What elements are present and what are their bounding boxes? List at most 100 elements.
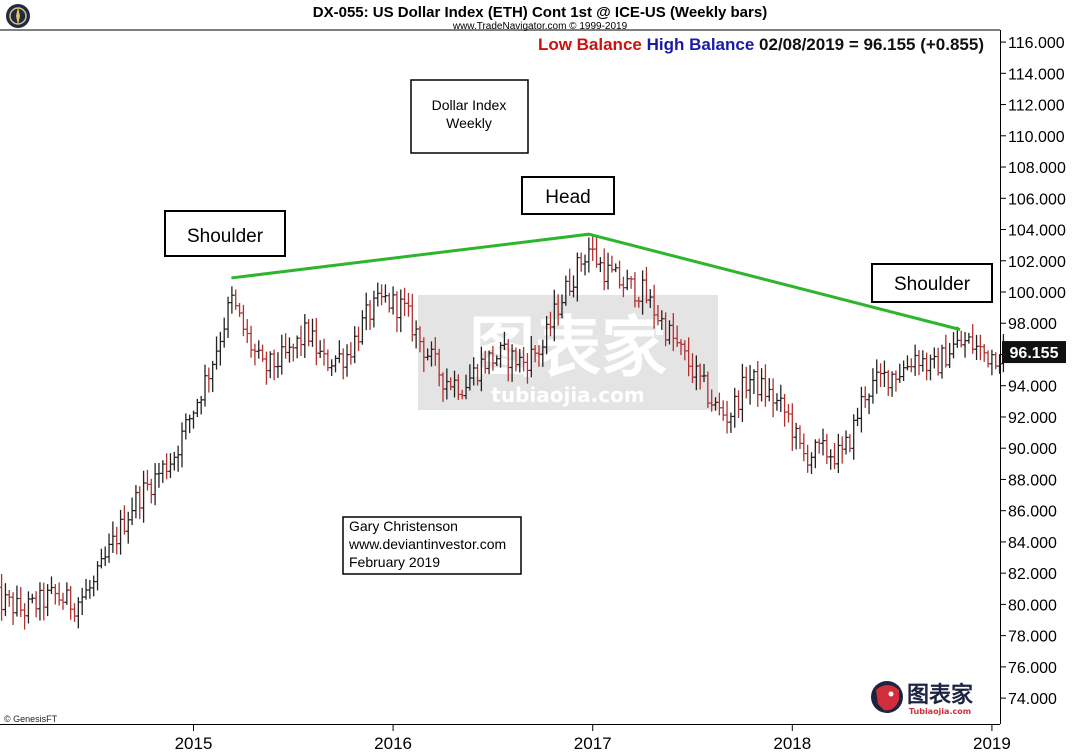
legend-high-balance: High Balance (647, 35, 755, 54)
price-bar (993, 352, 998, 370)
price-bar (705, 371, 710, 408)
price-bar (387, 292, 392, 313)
info-box: Dollar Index Weekly (410, 79, 529, 154)
y-tick-label: 104.000 (1008, 223, 1066, 240)
price-bar (456, 374, 461, 401)
price-bar (402, 287, 407, 317)
price-bar (252, 343, 257, 366)
price-bar (122, 505, 127, 535)
price-bar (567, 268, 572, 296)
price-bar (95, 561, 100, 591)
price-bar (736, 390, 741, 418)
price-bar (429, 341, 434, 367)
price-bar (940, 344, 944, 379)
author-box: Gary Christenson www.deviantinvestor.com… (342, 516, 522, 575)
price-bar (414, 320, 419, 349)
price-bar (678, 339, 683, 355)
price-bar (11, 592, 16, 626)
price-bar (675, 325, 680, 347)
price-bar (821, 428, 826, 456)
price-bar (932, 347, 937, 369)
watermark-cn: 图表家 (469, 309, 667, 386)
legend-line: Low Balance High Balance 02/08/2019 = 96… (538, 35, 984, 54)
price-bar (778, 384, 783, 412)
price-bar (391, 286, 396, 315)
price-bar (959, 330, 964, 348)
y-tick-label: 98.000 (1008, 316, 1057, 333)
legend-low-balance: Low Balance (538, 35, 642, 54)
price-bar (345, 344, 350, 377)
price-bar (60, 592, 65, 610)
price-bar (863, 386, 868, 409)
legend-quote: 02/08/2019 = 96.155 (+0.855) (759, 35, 984, 54)
price-bar (306, 319, 311, 347)
last-price-tag: 96.155 (1002, 341, 1066, 364)
x-axis-ticks: 2015 2016 2017 2018 2019 (175, 724, 1011, 753)
price-bar (34, 591, 39, 618)
price-bar (559, 294, 564, 319)
price-bar (913, 344, 918, 376)
price-bar (659, 310, 664, 330)
info-box-line1: Dollar Index (432, 97, 507, 113)
x-tick-label: 2019 (973, 734, 1011, 753)
y-tick-label: 110.000 (1008, 129, 1065, 146)
price-bar (356, 326, 361, 352)
price-bar (824, 433, 829, 465)
price-bar (786, 403, 791, 423)
price-bar (448, 377, 453, 391)
annotation-head: Head (521, 176, 615, 215)
price-bar (218, 331, 223, 366)
price-bar (970, 324, 975, 354)
price-bar (87, 579, 92, 599)
price-bar (851, 414, 856, 460)
price-bar (506, 338, 511, 382)
y-tick-label: 116.000 (1008, 35, 1065, 52)
price-bar (893, 370, 898, 392)
price-bar (583, 254, 588, 276)
price-bar (882, 360, 887, 388)
price-bar (133, 485, 138, 519)
y-axis-ticks: 74.000 76.000 78.000 80.000 82.000 84.000 86.0… (1000, 35, 1066, 708)
price-bar (763, 364, 768, 407)
price-bar (444, 368, 449, 400)
price-bar (579, 252, 584, 272)
price-bar (68, 586, 73, 620)
price-bar (640, 270, 645, 315)
price-bar (790, 403, 795, 451)
price-bar (690, 353, 695, 384)
price-bar (636, 296, 641, 308)
price-bar (268, 351, 273, 379)
price-bar (748, 365, 753, 405)
brand-logo-url: Tubiaojia.com (909, 707, 971, 716)
price-bar (510, 344, 515, 382)
annotation-head-label: Head (545, 187, 590, 208)
price-bar (713, 397, 718, 411)
price-bar (648, 289, 653, 308)
price-bar (494, 355, 499, 366)
price-bar (441, 372, 445, 402)
footer-credit: © GenesisFT (4, 714, 58, 724)
y-tick-label: 84.000 (1008, 535, 1057, 552)
price-bar (702, 363, 707, 383)
price-bar (498, 342, 503, 368)
price-bar (644, 266, 649, 304)
price-bar (302, 314, 307, 358)
price-bar (732, 387, 737, 428)
price-bar (920, 350, 925, 372)
watermark-url: tubiaojia.com (491, 383, 644, 407)
price-bar (379, 284, 384, 306)
price-bar (329, 359, 334, 376)
price-bar (337, 340, 342, 364)
price-bar (30, 593, 35, 604)
price-bar (963, 331, 968, 358)
info-box-line2: Weekly (446, 115, 492, 131)
x-tick-label: 2015 (175, 734, 213, 753)
price-bar (886, 370, 891, 396)
price-bar (936, 347, 941, 376)
price-bar (41, 582, 46, 621)
price-bar (847, 434, 852, 453)
price-bar (222, 317, 227, 348)
price-bar (179, 422, 184, 468)
author-date: February 2019 (349, 554, 440, 570)
price-bar (606, 252, 611, 290)
